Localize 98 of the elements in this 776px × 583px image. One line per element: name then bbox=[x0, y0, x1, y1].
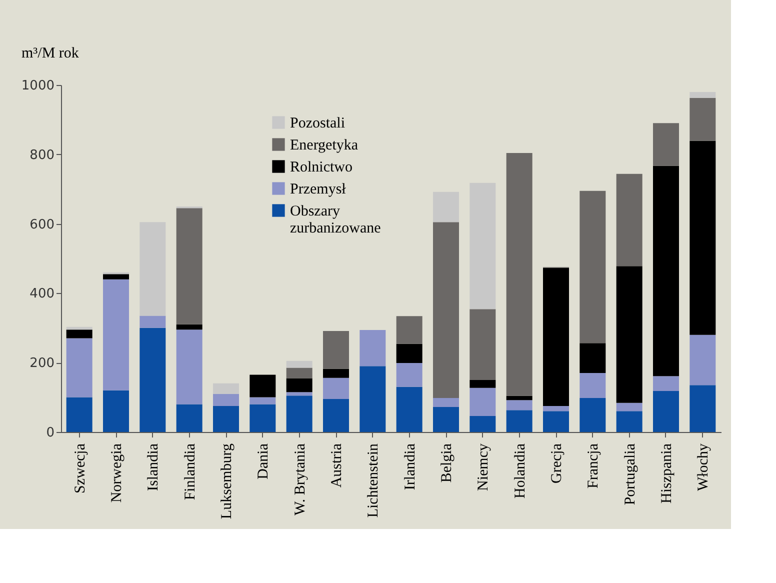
bar bbox=[103, 390, 129, 432]
bar bbox=[433, 222, 459, 398]
x-tick-label: Austria bbox=[329, 443, 345, 488]
bar bbox=[396, 316, 422, 344]
x-tick-label: Islandia bbox=[146, 443, 162, 491]
bar bbox=[286, 368, 312, 378]
bar bbox=[433, 398, 459, 408]
x-tick-label: Norwegia bbox=[109, 443, 125, 503]
bar bbox=[286, 392, 312, 396]
y-tick-label: 1000 bbox=[21, 78, 54, 94]
bar bbox=[323, 331, 349, 369]
bar bbox=[250, 374, 276, 398]
bar bbox=[323, 378, 349, 400]
y-tick-label: 800 bbox=[30, 148, 54, 163]
bar bbox=[690, 334, 716, 386]
bar bbox=[323, 368, 349, 378]
x-tick-label: W. Brytania bbox=[292, 443, 308, 516]
bar bbox=[360, 366, 386, 432]
bar bbox=[66, 338, 92, 398]
x-tick-label: Portugalia bbox=[622, 443, 638, 506]
bar bbox=[580, 343, 606, 374]
y-axis-title: m³/M rok bbox=[22, 46, 80, 62]
bar bbox=[140, 222, 166, 316]
bar bbox=[506, 396, 532, 400]
bar bbox=[470, 416, 496, 432]
bar bbox=[250, 397, 276, 404]
x-tick-label: Lichtenstein bbox=[366, 443, 382, 518]
legend-label: Rolnictwo bbox=[290, 160, 352, 176]
x-tick-label: Włochy bbox=[696, 443, 712, 491]
bar bbox=[176, 324, 202, 330]
bar bbox=[653, 376, 679, 392]
x-tick-label: Holandia bbox=[512, 443, 528, 498]
y-tick-label: 400 bbox=[30, 286, 54, 302]
bar bbox=[396, 386, 422, 432]
bar bbox=[616, 174, 642, 266]
y-tick-label: 200 bbox=[30, 356, 54, 372]
bar bbox=[176, 404, 202, 432]
bar bbox=[103, 274, 129, 280]
y-tick-label: 600 bbox=[30, 217, 54, 232]
bar bbox=[690, 92, 716, 98]
bar bbox=[653, 123, 679, 166]
legend-label: Przemysł bbox=[290, 182, 347, 198]
bar bbox=[396, 344, 422, 363]
bar bbox=[360, 330, 386, 366]
bar bbox=[140, 316, 166, 328]
x-tick-label: Hiszpania bbox=[659, 443, 675, 504]
x-tick-label: Dania bbox=[256, 443, 272, 480]
x-tick-label: Francja bbox=[586, 443, 602, 488]
bar bbox=[616, 411, 642, 432]
bar bbox=[213, 394, 239, 406]
bar bbox=[433, 192, 459, 222]
x-tick-label: Belgia bbox=[439, 443, 455, 483]
legend-label: Energetyka bbox=[290, 138, 358, 154]
bar bbox=[506, 153, 532, 396]
bar bbox=[653, 391, 679, 432]
bar bbox=[213, 383, 239, 394]
bar bbox=[580, 398, 606, 432]
bar bbox=[66, 397, 92, 432]
bar bbox=[470, 182, 496, 310]
bar bbox=[616, 266, 642, 403]
bar bbox=[653, 166, 679, 376]
bar bbox=[396, 362, 422, 387]
x-tick-label: Finlandia bbox=[182, 443, 198, 500]
bar bbox=[66, 330, 92, 338]
x-tick-label: Niemcy bbox=[476, 443, 492, 491]
bar bbox=[323, 399, 349, 432]
y-tick-label: 0 bbox=[46, 426, 54, 440]
bar bbox=[543, 411, 569, 432]
bar bbox=[543, 268, 569, 406]
bar bbox=[580, 190, 606, 344]
bar bbox=[286, 378, 312, 392]
bar bbox=[103, 279, 129, 390]
bar bbox=[580, 373, 606, 398]
bar bbox=[470, 388, 496, 416]
legend-label: Pozostali bbox=[290, 116, 345, 132]
legend-label: Obszary zurbanizowane bbox=[290, 204, 382, 236]
bar bbox=[433, 407, 459, 432]
bar bbox=[66, 326, 92, 330]
bar bbox=[506, 410, 532, 432]
bar bbox=[176, 208, 202, 324]
bar bbox=[250, 404, 276, 432]
x-tick-label: Irlandia bbox=[402, 443, 418, 490]
bar bbox=[616, 402, 642, 412]
bar bbox=[690, 140, 716, 335]
bar bbox=[140, 328, 166, 432]
x-tick-label: Grecja bbox=[549, 443, 565, 484]
bar bbox=[213, 406, 239, 432]
bar bbox=[286, 396, 312, 432]
x-tick-label: Szwecja bbox=[72, 443, 88, 494]
bar bbox=[176, 330, 202, 404]
bar bbox=[286, 360, 312, 368]
bar bbox=[690, 385, 716, 432]
bar bbox=[470, 309, 496, 380]
x-tick-label: Luksemburg bbox=[219, 443, 235, 520]
bar bbox=[470, 380, 496, 388]
bar bbox=[543, 406, 569, 412]
bar bbox=[690, 98, 716, 141]
bar bbox=[506, 400, 532, 410]
